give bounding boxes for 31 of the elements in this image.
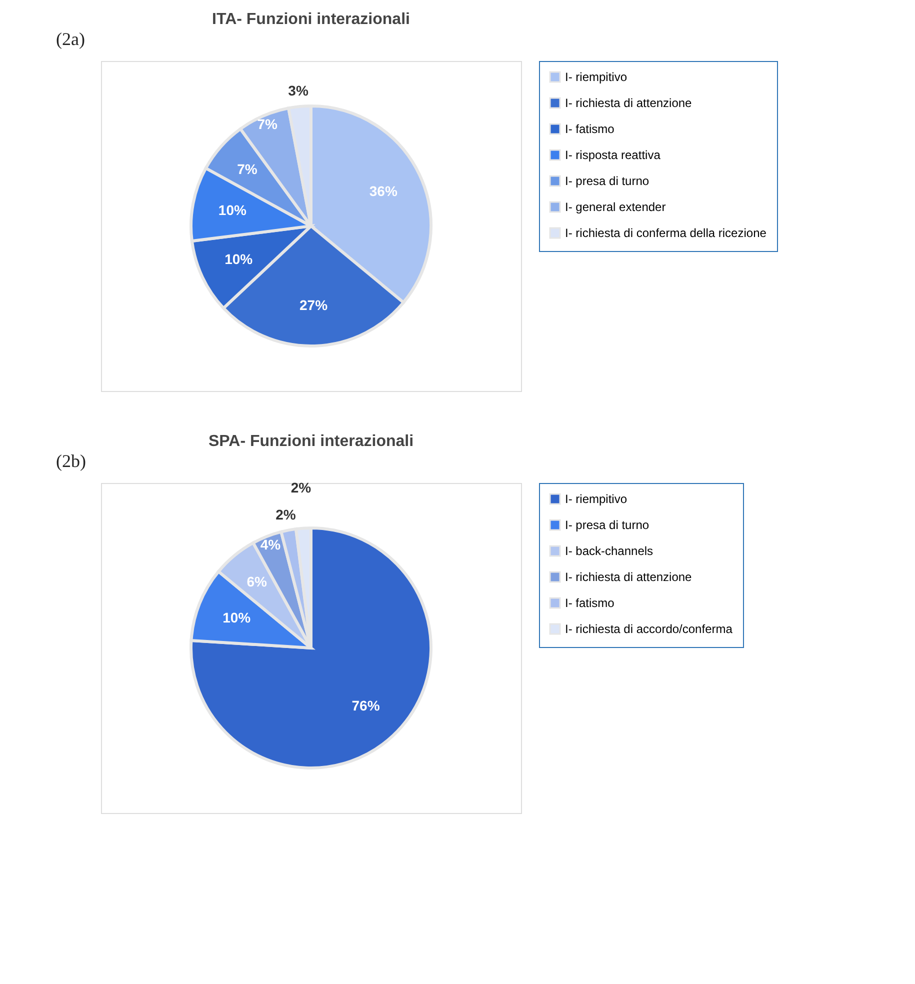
- text: (2a): [56, 29, 85, 49]
- legend-label: I- richiesta di attenzione: [565, 570, 692, 584]
- data-label: 76%: [352, 697, 380, 714]
- legend-label: I- general extender: [565, 200, 666, 214]
- data-label: 6%: [246, 574, 268, 590]
- data-label: 10%: [218, 202, 247, 218]
- data-label: 10%: [224, 251, 254, 268]
- legend-label: I- richiesta di conferma della ricezione: [565, 226, 767, 240]
- legend-label: I- risposta reattiva: [565, 148, 661, 162]
- data-label: 4%: [260, 536, 282, 553]
- text: (2b): [56, 451, 86, 471]
- legend-label: I- presa di turno: [565, 174, 650, 188]
- legend-label: I- presa di turno: [565, 518, 650, 532]
- data-label: 3%: [288, 82, 309, 99]
- data-label: 2%: [276, 506, 296, 522]
- data-label: 2%: [290, 479, 312, 496]
- legend-label: I- fatismo: [565, 596, 615, 610]
- data-label: 7%: [237, 160, 258, 177]
- data-label: 36%: [369, 182, 398, 199]
- legend-label: I- fatismo: [565, 122, 615, 136]
- chart-title: ITA- Funzioni interazionali: [212, 11, 410, 28]
- data-label: 27%: [299, 296, 328, 313]
- legend-label: I- back-channels: [565, 544, 654, 558]
- legend-label: I- richiesta di accordo/conferma: [565, 622, 733, 636]
- legend-label: I- riempitivo: [565, 70, 628, 84]
- pie-slice: [190, 526, 432, 770]
- legend-label: I- richiesta di attenzione: [565, 96, 692, 110]
- legend-label: I- riempitivo: [565, 492, 628, 506]
- chart-title: SPA- Funzioni interazionali: [208, 433, 414, 450]
- data-label: 10%: [222, 610, 252, 626]
- data-label: 7%: [257, 116, 278, 132]
